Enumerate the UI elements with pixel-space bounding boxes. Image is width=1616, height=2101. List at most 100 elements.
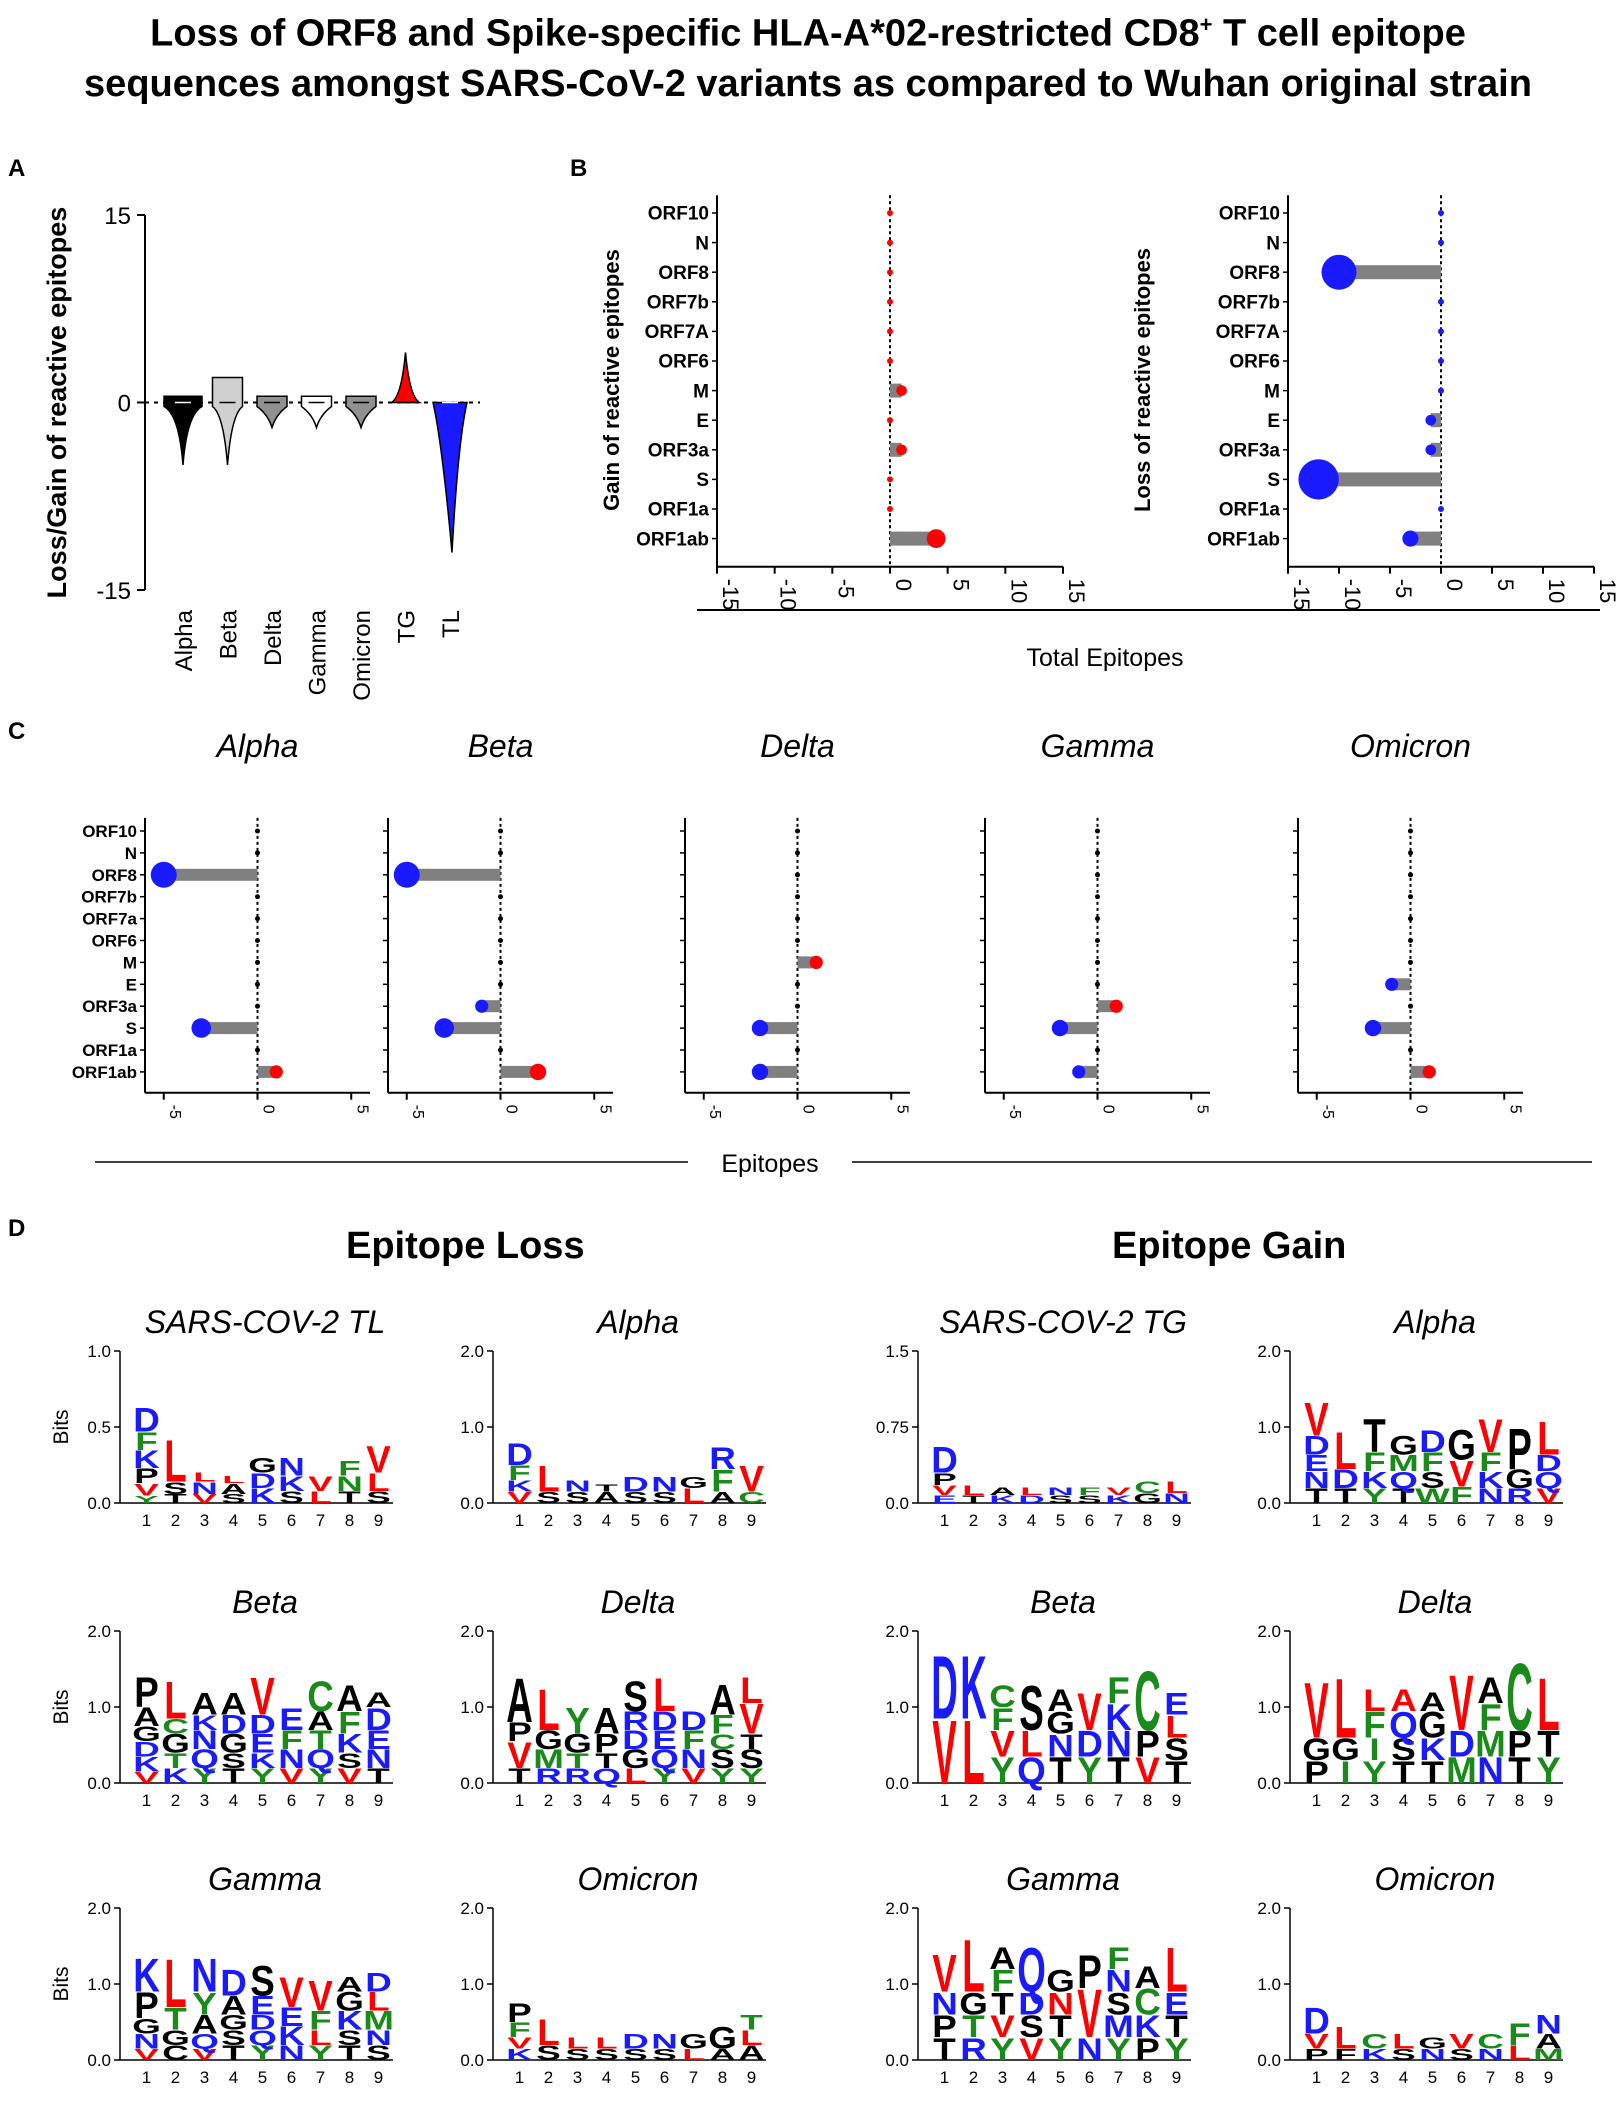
logo-letter: K	[1134, 2010, 1161, 2045]
logo-letter: V	[134, 1481, 159, 1500]
logo-letter: K	[278, 2021, 305, 2051]
logo-letter: S	[536, 1489, 561, 1507]
logo-letter: P	[507, 1998, 532, 2028]
logo-letter: T	[508, 1765, 530, 1788]
a-y-axis-label: Loss/Gain of reactive epitopes	[42, 207, 72, 599]
title-superscript: +	[1199, 12, 1213, 37]
logo-letter: K	[1361, 1467, 1388, 1493]
panel-label-b: B	[570, 155, 588, 182]
logo-letter: V	[1536, 1485, 1561, 1508]
logo-x-tick-label: 6	[660, 2068, 669, 2087]
logo-letter: S	[1164, 1733, 1189, 1768]
logo-letter: D	[1419, 1424, 1446, 1459]
lollipop-dot-m	[809, 955, 823, 970]
logo-x-tick-label: 9	[1544, 1511, 1553, 1530]
logo-letter: V	[337, 1765, 362, 1788]
logo-x-tick-label: 2	[171, 1511, 180, 1530]
logo-letter: L	[1020, 1723, 1042, 1764]
logo-y-label: Bits	[50, 1966, 73, 2001]
logo-x-tick-label: 2	[1341, 1791, 1350, 1810]
logo-letter: Q	[190, 2030, 219, 2053]
logo-letter: F	[1107, 1941, 1129, 1976]
logo-x-tick-label: 8	[345, 1511, 354, 1530]
lollipop-stem-orf1ab	[760, 1065, 798, 1078]
logo-x-tick-label: 5	[258, 1791, 267, 1810]
logo-x-tick-label: 7	[689, 2068, 698, 2087]
logo-letter: K	[336, 2006, 363, 2036]
logo-letter: A	[336, 1678, 363, 1719]
logo-letter: A	[365, 1689, 392, 1712]
logo-letter: L	[1165, 1934, 1187, 2005]
logo-letter: A	[307, 1706, 334, 1736]
logo-letter: N	[1535, 2009, 1562, 2039]
logo-x-tick-label: 6	[660, 1511, 669, 1530]
lollipop-dot-orf6	[1438, 358, 1444, 364]
lollipop-category-label: ORF7b	[1218, 292, 1280, 313]
lollipop-category-label: S	[696, 470, 709, 491]
lollipop-dot-orf7a	[1408, 916, 1413, 922]
logo-letter: F	[135, 1427, 157, 1456]
logo-letter: S	[623, 2046, 648, 2064]
a-x-tick-label: Alpha	[171, 609, 198, 671]
logo-letter: C	[1134, 1478, 1161, 1497]
logo-letter: L	[1334, 2021, 1356, 2056]
logo-letter: P	[1304, 2046, 1329, 2064]
lollipop-dot-orf7a	[498, 916, 503, 922]
logo-letter: G	[132, 2015, 161, 2038]
logo-letter: V	[279, 1969, 304, 2016]
logo-letter: C	[1134, 1981, 1161, 2022]
logo-letter: I	[1369, 1733, 1379, 1768]
logo-title: Beta	[232, 1584, 298, 1620]
logo-letter: A	[709, 1489, 736, 1507]
lollipop-dot-orf1a	[1095, 1047, 1100, 1053]
lollipop-dot-orf1a	[255, 1047, 260, 1053]
logo-x-tick-label: 7	[1486, 1511, 1495, 1530]
logo-x-tick-label: 4	[602, 2068, 611, 2087]
lollipop-x-tick-label: 10	[1006, 579, 1031, 603]
logo-y-tick-label: 1.0	[87, 1698, 111, 1717]
lollipop-dot-orf3a	[795, 1003, 800, 1009]
logo-y-tick-label: 2.0	[460, 1342, 484, 1361]
logo-x-tick-label: 2	[544, 1511, 553, 1530]
logo-letter: D	[622, 1725, 649, 1755]
lollipop-dot-orf7b	[1095, 894, 1100, 900]
lollipop-dot-orf8	[795, 872, 800, 878]
logo-letter: F	[508, 1462, 530, 1485]
logo-x-tick-label: 7	[1114, 1511, 1123, 1530]
logo-letter: D	[133, 1402, 160, 1439]
logo-letter: D	[651, 1706, 678, 1736]
logo-letter: G	[1418, 1704, 1447, 1745]
logo-letter: V	[1304, 1393, 1329, 1447]
a-violin-omicron	[345, 395, 377, 431]
logo-letter: G	[679, 1474, 708, 1492]
logo-letter: D	[622, 2030, 649, 2053]
logo-x-tick-label: 9	[374, 2068, 383, 2087]
logo-letter: D	[1448, 1723, 1475, 1764]
logo-letter: S	[1420, 1467, 1445, 1493]
lollipop-dot-orf8	[1095, 872, 1100, 878]
lollipop-x-tick-label: 0	[800, 1105, 817, 1114]
logo-x-tick-label: 3	[200, 1791, 209, 1810]
logo-letter: C	[1506, 1645, 1533, 1751]
logo-letter: K	[278, 1473, 305, 1496]
lollipop-category-label: ORF7b	[81, 888, 137, 907]
logo-letter: S	[652, 2046, 677, 2064]
logo-title: Delta	[601, 1584, 676, 1620]
logo-letter: A	[191, 1687, 218, 1722]
logo-letter: V	[366, 1438, 391, 1481]
logo-letter: N	[1105, 1723, 1132, 1764]
logo-letter: V	[990, 1723, 1015, 1764]
logo-letter: T	[338, 1488, 361, 1507]
lollipop-dot-orf3a	[475, 999, 489, 1013]
a-violin-tg	[388, 352, 423, 404]
logo-letter: Q	[248, 2026, 277, 2049]
lollipop-dot-orf10	[1438, 210, 1444, 216]
logo-letter: K	[191, 1711, 218, 1734]
logo-y-tick-label: 1.0	[885, 1975, 909, 1994]
logo-letter: V	[932, 1944, 957, 2003]
logo-letter: T	[566, 1749, 588, 1772]
logo-y-tick-label: 0.0	[885, 1774, 909, 1793]
logo-letter: L	[962, 1482, 984, 1498]
logo-letter: V	[1304, 2030, 1329, 2053]
logo-letter: G	[708, 2021, 737, 2056]
